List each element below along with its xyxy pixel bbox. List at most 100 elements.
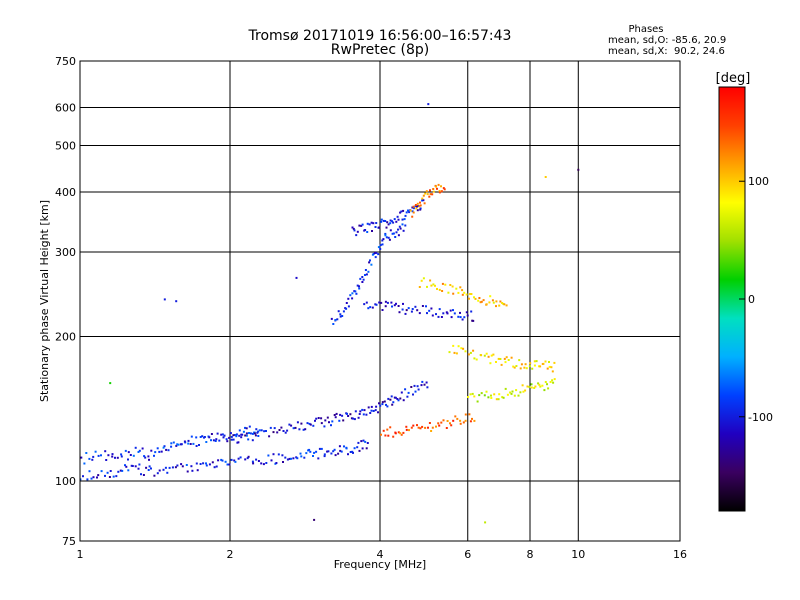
echo-point — [167, 449, 170, 452]
echo-point — [357, 416, 360, 419]
echo-point — [255, 458, 258, 461]
echo-point — [162, 468, 165, 471]
echo-point — [391, 220, 393, 223]
colorbar-tick-label: 100 — [748, 175, 769, 188]
echo-point — [432, 188, 435, 190]
echo-point — [546, 367, 549, 370]
echo-point — [539, 385, 542, 388]
echo-point — [375, 222, 378, 224]
echo-point — [515, 365, 518, 367]
echo-point — [258, 429, 261, 432]
echo-point — [355, 234, 358, 237]
echo-point — [453, 351, 456, 354]
echo-point — [444, 283, 447, 286]
echo-point — [228, 463, 231, 466]
echo-point — [260, 429, 263, 432]
echo-point — [335, 412, 338, 415]
echo-point — [457, 315, 460, 318]
echo-point — [417, 426, 420, 429]
echo-point — [184, 441, 187, 444]
echo-point — [395, 220, 398, 223]
echo-point — [427, 426, 429, 429]
echo-point — [414, 205, 417, 208]
echo-point — [411, 308, 414, 310]
echo-point — [308, 422, 311, 425]
echo-point — [472, 319, 475, 322]
echo-point — [339, 313, 342, 316]
echo-point — [414, 305, 417, 308]
echo-point — [216, 432, 219, 435]
echo-point — [432, 283, 435, 286]
echo-point — [358, 413, 361, 415]
echo-point — [284, 431, 287, 434]
echo-point — [424, 426, 427, 429]
echo-point — [339, 315, 342, 318]
echo-point — [208, 436, 211, 439]
echo-point — [517, 394, 520, 397]
echo-point — [165, 448, 168, 451]
echo-point — [364, 229, 367, 231]
echo-point — [350, 417, 353, 420]
echo-point — [153, 474, 156, 477]
y-tick-label: 200 — [55, 331, 76, 344]
echo-point — [349, 413, 352, 416]
echo-point — [232, 438, 235, 441]
echo-point — [577, 168, 580, 171]
echo-point — [330, 317, 333, 320]
x-tick-label: 8 — [527, 548, 534, 561]
echo-point — [345, 447, 348, 450]
echo-point — [187, 439, 190, 442]
echo-point — [284, 456, 287, 459]
echo-point — [363, 303, 366, 306]
echo-point — [464, 419, 467, 422]
echo-point — [391, 232, 394, 235]
echo-point — [314, 419, 316, 422]
echo-point — [374, 256, 377, 259]
echo-point — [148, 465, 151, 468]
echo-point — [384, 232, 387, 235]
echo-point — [445, 311, 448, 314]
echo-point — [549, 381, 552, 383]
echo-point — [290, 424, 293, 427]
echo-point — [459, 286, 462, 289]
echo-point — [265, 462, 268, 464]
echo-point — [428, 309, 431, 312]
echo-point — [513, 366, 516, 369]
echo-point — [358, 287, 361, 290]
echo-point — [230, 458, 233, 461]
echo-point — [500, 363, 503, 366]
echo-point — [351, 450, 354, 453]
echo-point — [226, 463, 229, 466]
echo-point — [443, 188, 446, 191]
echo-point — [394, 396, 397, 399]
echo-point — [140, 473, 142, 476]
echo-point — [355, 292, 358, 295]
echo-point — [509, 391, 512, 394]
echo-point — [281, 454, 284, 457]
echo-point — [538, 365, 540, 368]
echo-point — [420, 279, 423, 282]
echo-point — [190, 465, 193, 468]
echo-point — [416, 424, 418, 427]
echo-point — [505, 304, 508, 307]
echo-point — [448, 351, 451, 354]
echo-point — [370, 263, 373, 266]
echo-point — [338, 419, 341, 422]
echo-point — [232, 434, 235, 437]
echo-point — [498, 304, 501, 307]
y-tick-label: 500 — [55, 140, 76, 153]
echo-point — [460, 347, 463, 350]
echo-point — [474, 297, 477, 300]
echo-point — [239, 456, 242, 459]
echo-point — [466, 314, 469, 317]
echo-point — [317, 457, 320, 460]
echo-point — [374, 409, 377, 412]
echo-point — [425, 381, 428, 384]
echo-point — [462, 421, 465, 424]
echo-point — [544, 176, 547, 178]
echo-point — [437, 315, 440, 318]
echo-point — [242, 430, 245, 433]
echo-point — [365, 413, 368, 416]
echo-point — [181, 465, 184, 468]
